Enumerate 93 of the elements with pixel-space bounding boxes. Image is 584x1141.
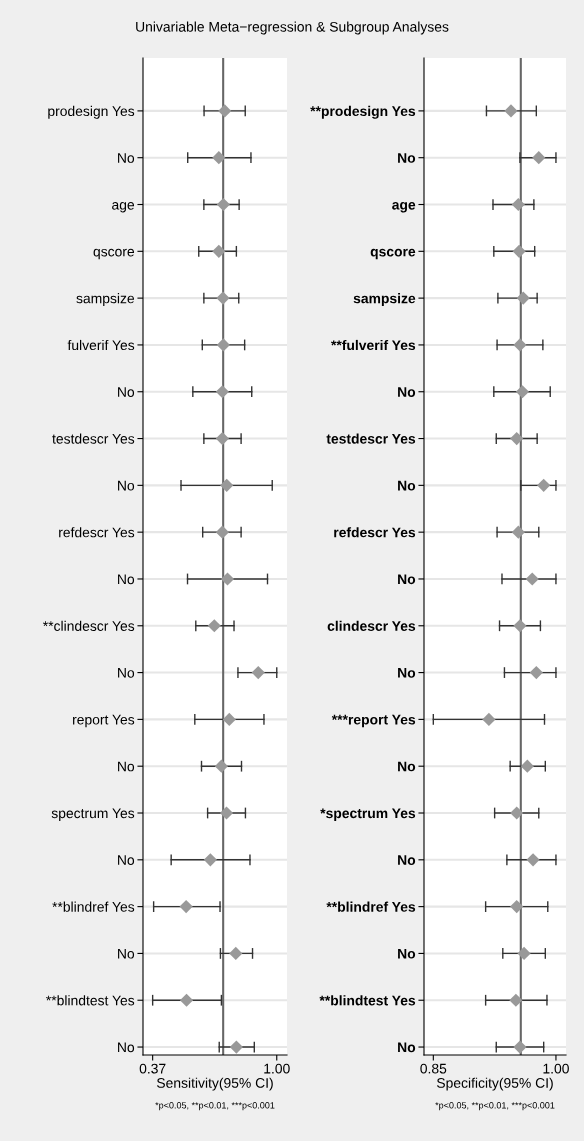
point xyxy=(214,759,228,773)
y-tick-label: No xyxy=(398,480,416,491)
point xyxy=(216,291,230,305)
point xyxy=(222,712,236,726)
y-tick-label: age xyxy=(392,202,416,213)
point xyxy=(529,665,543,680)
y-tick-label: **blindref Yes xyxy=(52,901,135,912)
point xyxy=(216,338,230,352)
y-tick-label: **blindref Yes xyxy=(326,901,416,912)
y-tick-label: No xyxy=(118,668,135,678)
point xyxy=(212,151,226,165)
y-tick-label: No xyxy=(398,948,416,959)
y-tick-label: testdescr Yes xyxy=(326,433,416,444)
point xyxy=(526,853,540,867)
y-tick-label: *spectrum Yes xyxy=(320,808,416,821)
point xyxy=(513,619,527,633)
y-tick-label: No xyxy=(118,480,135,491)
y-tick-label: spectrum Yes xyxy=(51,808,135,821)
text: *p<0.05, **p<0.01, ***p<0.001 xyxy=(435,1102,555,1111)
y-tick-label: No xyxy=(398,387,416,397)
point xyxy=(218,104,232,118)
y-tick-label: refdescr Yes xyxy=(334,527,416,538)
point xyxy=(520,759,534,773)
y-tick-label: report Yes xyxy=(73,714,135,728)
x-tick-label: 1.00 xyxy=(264,1063,290,1074)
y-tick-label: age xyxy=(112,202,135,213)
y-tick-label: No xyxy=(118,1042,135,1053)
point xyxy=(504,104,518,118)
y-tick-label: **prodesign Yes xyxy=(310,105,416,119)
y-tick-label: refdescr Yes xyxy=(59,527,135,538)
y-tick-label: No xyxy=(398,153,416,163)
point xyxy=(537,478,551,492)
point xyxy=(516,291,530,305)
point xyxy=(179,993,194,1007)
point xyxy=(229,1040,243,1054)
x-axis-title: Specificity(95% CI) xyxy=(436,1077,553,1091)
y-tick-label: clindescr Yes xyxy=(327,620,416,631)
y-tick-label: prodesign Yes xyxy=(48,105,135,119)
point xyxy=(207,619,221,633)
y-tick-label: **clindescr Yes xyxy=(43,620,135,631)
point xyxy=(513,338,527,352)
point xyxy=(510,900,524,914)
point xyxy=(215,385,229,399)
x-axis-title: Sensitivity(95% CI) xyxy=(156,1077,273,1091)
x-tick-label: 0.85 xyxy=(420,1063,447,1074)
y-tick-label: **fulverif Yes xyxy=(331,339,416,351)
point xyxy=(215,431,229,446)
y-tick-label: No xyxy=(118,761,135,772)
text: *p<0.05, **p<0.01, ***p<0.001 xyxy=(155,1102,275,1111)
chart-title: Univariable Meta−regression & Subgroup Analyses xyxy=(136,21,449,35)
point xyxy=(229,946,243,961)
point xyxy=(509,993,523,1007)
x-tick-label: 1.00 xyxy=(543,1063,569,1074)
point xyxy=(525,572,539,586)
point xyxy=(215,525,229,539)
y-tick-label: No xyxy=(398,1042,416,1053)
y-tick-label: qscore xyxy=(370,248,416,260)
y-tick-label: No xyxy=(118,574,135,585)
y-tick-label: qscore xyxy=(93,248,135,260)
y-tick-label: No xyxy=(118,855,135,865)
y-tick-label: No xyxy=(398,574,416,585)
y-tick-label: No xyxy=(118,153,135,163)
point xyxy=(219,806,234,820)
point xyxy=(212,244,226,258)
point xyxy=(511,525,525,539)
point xyxy=(532,151,546,165)
y-tick-label: No xyxy=(398,668,416,678)
point xyxy=(511,197,525,212)
y-tick-label: **blindtest Yes xyxy=(46,995,135,1006)
point xyxy=(251,665,265,680)
y-tick-label: ***report Yes xyxy=(331,714,416,728)
point xyxy=(220,478,234,492)
point xyxy=(512,244,526,258)
y-tick-label: No xyxy=(118,948,135,959)
y-tick-label: No xyxy=(118,387,135,397)
point xyxy=(179,900,193,914)
point xyxy=(203,853,217,867)
x-tick-label: 0.37 xyxy=(139,1063,166,1074)
point xyxy=(510,806,524,820)
y-tick-label: fulverif Yes xyxy=(67,339,135,351)
y-tick-label: No xyxy=(398,761,416,772)
point xyxy=(513,1040,527,1054)
point xyxy=(510,431,524,446)
point xyxy=(220,572,235,586)
point xyxy=(515,385,530,399)
point xyxy=(482,712,496,726)
y-tick-label: testdescr Yes xyxy=(52,433,135,444)
y-tick-label: sampsize xyxy=(76,293,135,307)
y-tick-label: No xyxy=(398,855,416,865)
point xyxy=(216,197,230,212)
y-tick-label: **blindtest Yes xyxy=(319,995,416,1006)
y-tick-label: sampsize xyxy=(353,293,416,307)
point xyxy=(517,946,531,961)
